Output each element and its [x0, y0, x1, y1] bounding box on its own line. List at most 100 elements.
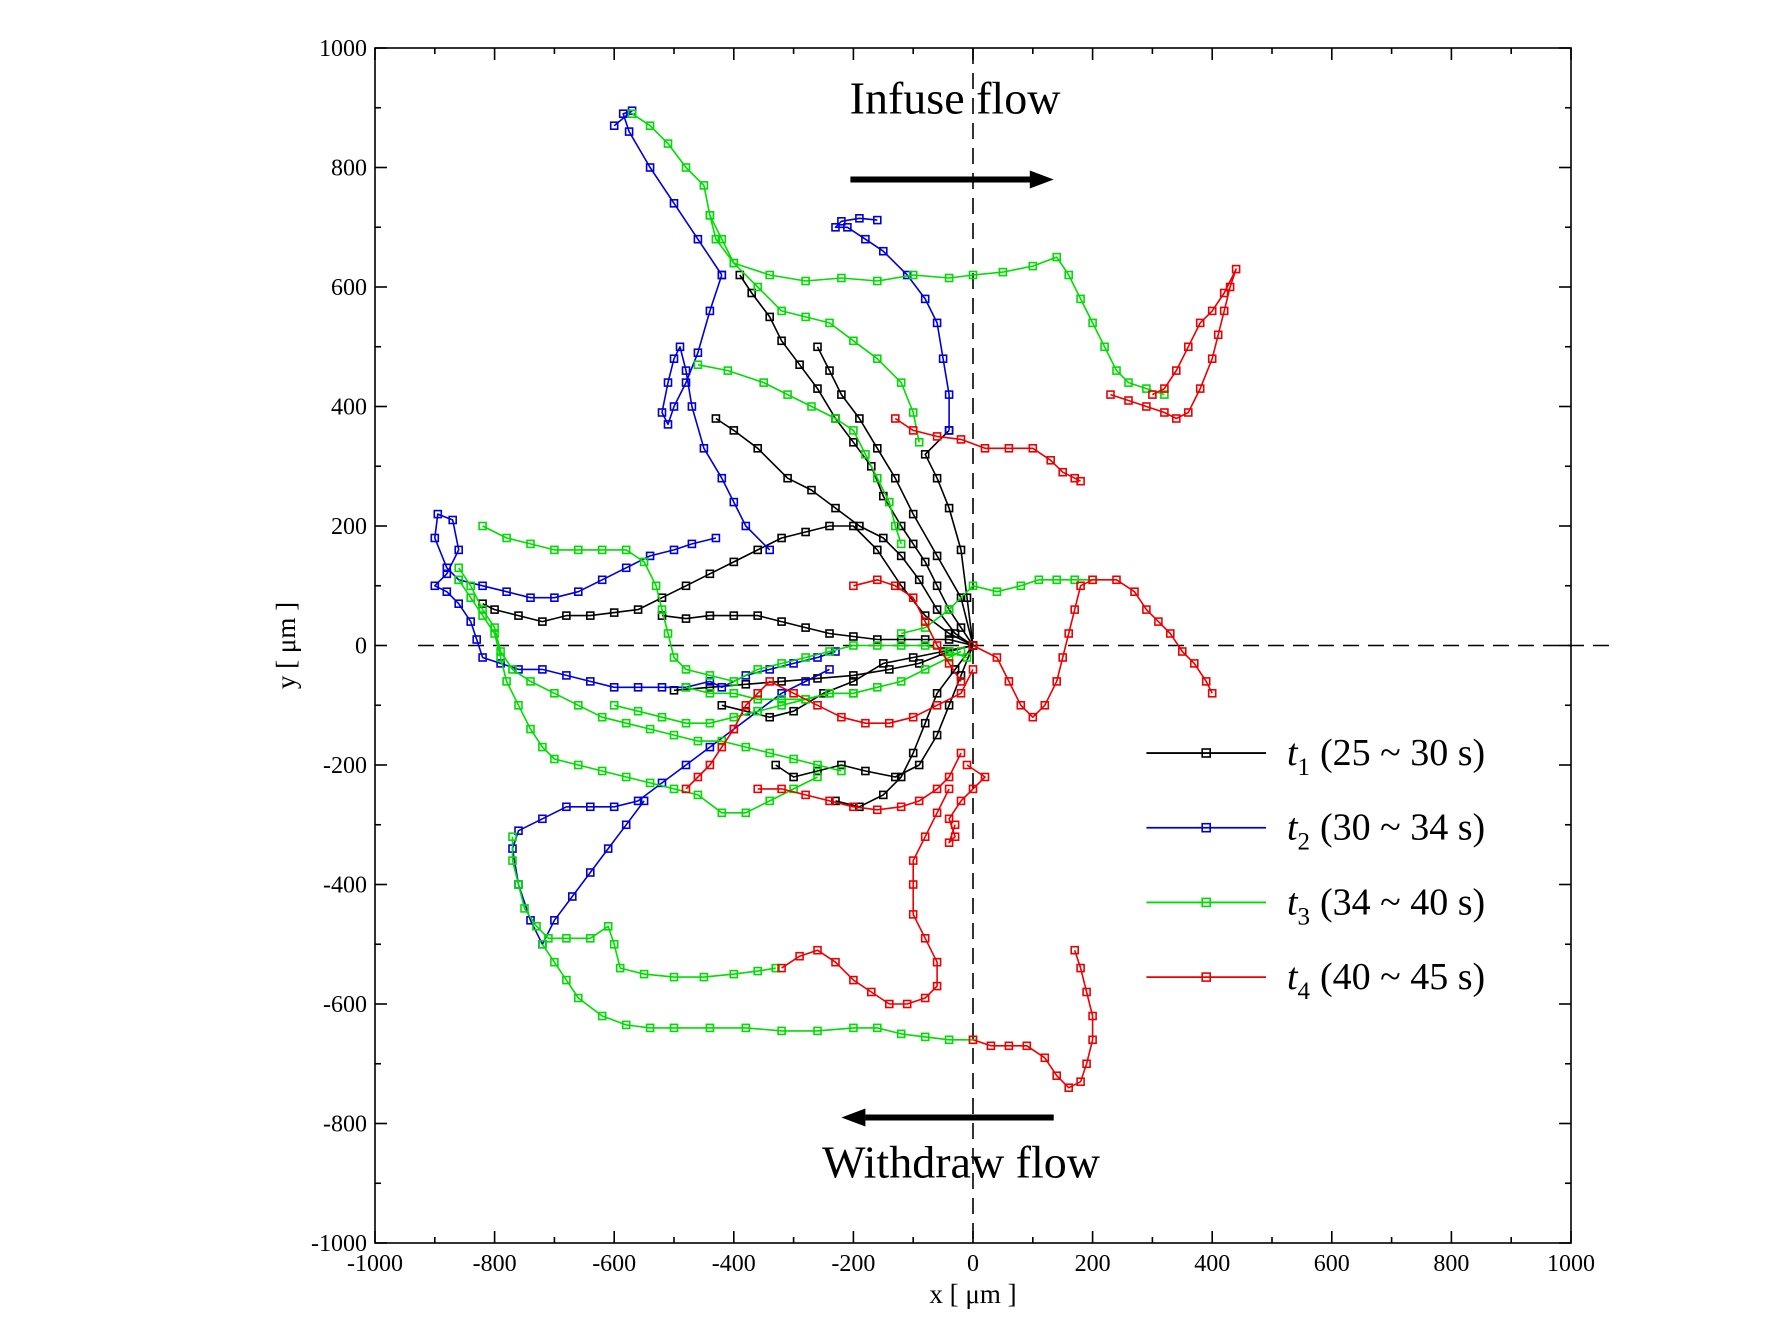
- data-point: [520, 904, 529, 913]
- data-point: [717, 234, 727, 244]
- series-t2-track-3: [613, 109, 723, 276]
- series-t3-track-6: [614, 650, 962, 725]
- data-point: [1076, 294, 1085, 304]
- data-point: [633, 796, 643, 806]
- data-point: [849, 336, 858, 346]
- data-point: [896, 521, 906, 531]
- data-point: [932, 981, 942, 991]
- data-point: [669, 784, 679, 794]
- data-point: [585, 868, 595, 877]
- data-point: [729, 712, 739, 722]
- data-point: [783, 390, 792, 399]
- data-point: [944, 659, 954, 668]
- data-point: [1028, 712, 1038, 722]
- data-point: [890, 473, 900, 483]
- data-point: [681, 760, 691, 770]
- data-point: [705, 688, 715, 698]
- data-point: [801, 653, 810, 662]
- data-point: [454, 599, 464, 609]
- data-point: [753, 966, 763, 976]
- data-point: [789, 772, 798, 782]
- data-point: [573, 760, 583, 770]
- data-point: [633, 682, 643, 692]
- data-point: [920, 294, 930, 304]
- data-point: [562, 933, 571, 943]
- data-point: [454, 545, 464, 555]
- data-point: [795, 360, 804, 370]
- x-tick-label: 1000: [1547, 1251, 1595, 1277]
- data-point: [669, 972, 679, 982]
- data-point: [777, 336, 786, 346]
- data-point: [663, 378, 673, 387]
- data-point: [932, 957, 942, 967]
- data-point: [759, 378, 769, 387]
- data-point: [980, 443, 990, 453]
- data-point: [693, 234, 703, 244]
- series-layer: [430, 106, 1241, 1092]
- data-point: [687, 539, 697, 549]
- data-point: [807, 485, 816, 495]
- y-tick-label: 200: [331, 514, 367, 540]
- data-point: [717, 742, 727, 752]
- y-tick-label: 800: [331, 156, 367, 182]
- data-point: [1064, 270, 1073, 280]
- data-point: [1106, 390, 1115, 399]
- data-point: [801, 790, 810, 800]
- data-point: [675, 342, 685, 352]
- data-point: [837, 273, 846, 283]
- data-point: [442, 587, 452, 597]
- data-point: [609, 608, 619, 617]
- data-point: [1058, 467, 1067, 477]
- data-point: [932, 808, 942, 818]
- data-point: [968, 1035, 978, 1045]
- data-point: [550, 915, 559, 925]
- data-point: [478, 521, 487, 531]
- data-point: [663, 139, 673, 148]
- data-point: [538, 939, 547, 949]
- data-point: [920, 1032, 930, 1042]
- data-point: [813, 766, 822, 776]
- y-tick-label: -1000: [311, 1231, 367, 1257]
- data-point: [920, 993, 930, 1003]
- data-point: [944, 605, 954, 614]
- data-point: [813, 384, 822, 393]
- data-point: [735, 270, 745, 280]
- series-t1-track-9: [775, 645, 974, 778]
- data-point: [753, 611, 763, 620]
- data-point: [920, 449, 930, 459]
- x-tick-label: -200: [831, 1251, 875, 1277]
- data-point: [717, 682, 727, 692]
- data-point: [920, 832, 930, 842]
- data-point: [508, 665, 517, 674]
- series-t3-track-5: [458, 579, 818, 814]
- data-point: [729, 724, 739, 734]
- data-point: [896, 551, 906, 561]
- data-point: [705, 306, 715, 316]
- data-point: [1112, 366, 1121, 375]
- series-t4-track-8: [972, 949, 1094, 1089]
- data-point: [932, 700, 942, 710]
- data-point: [526, 677, 535, 686]
- data-point: [705, 742, 715, 752]
- data-point: [813, 945, 822, 955]
- x-tick-label: -1000: [347, 1251, 403, 1277]
- data-point: [657, 408, 667, 417]
- data-point: [1190, 659, 1199, 668]
- data-point: [765, 677, 775, 686]
- data-point: [914, 659, 924, 668]
- data-point: [681, 682, 691, 692]
- data-point: [729, 688, 739, 698]
- data-point: [914, 760, 924, 770]
- legend-label: t4 (40 ~ 45 s): [1287, 956, 1485, 1005]
- series-t2-track-5: [511, 668, 830, 946]
- data-point: [550, 545, 559, 555]
- data-point: [807, 402, 816, 411]
- data-point: [968, 784, 978, 794]
- data-point: [1046, 455, 1055, 465]
- data-point: [597, 575, 607, 585]
- x-tick-label: 0: [967, 1251, 979, 1277]
- data-point: [825, 366, 834, 375]
- data-point: [753, 282, 763, 292]
- data-point: [872, 1023, 882, 1033]
- data-point: [872, 641, 882, 650]
